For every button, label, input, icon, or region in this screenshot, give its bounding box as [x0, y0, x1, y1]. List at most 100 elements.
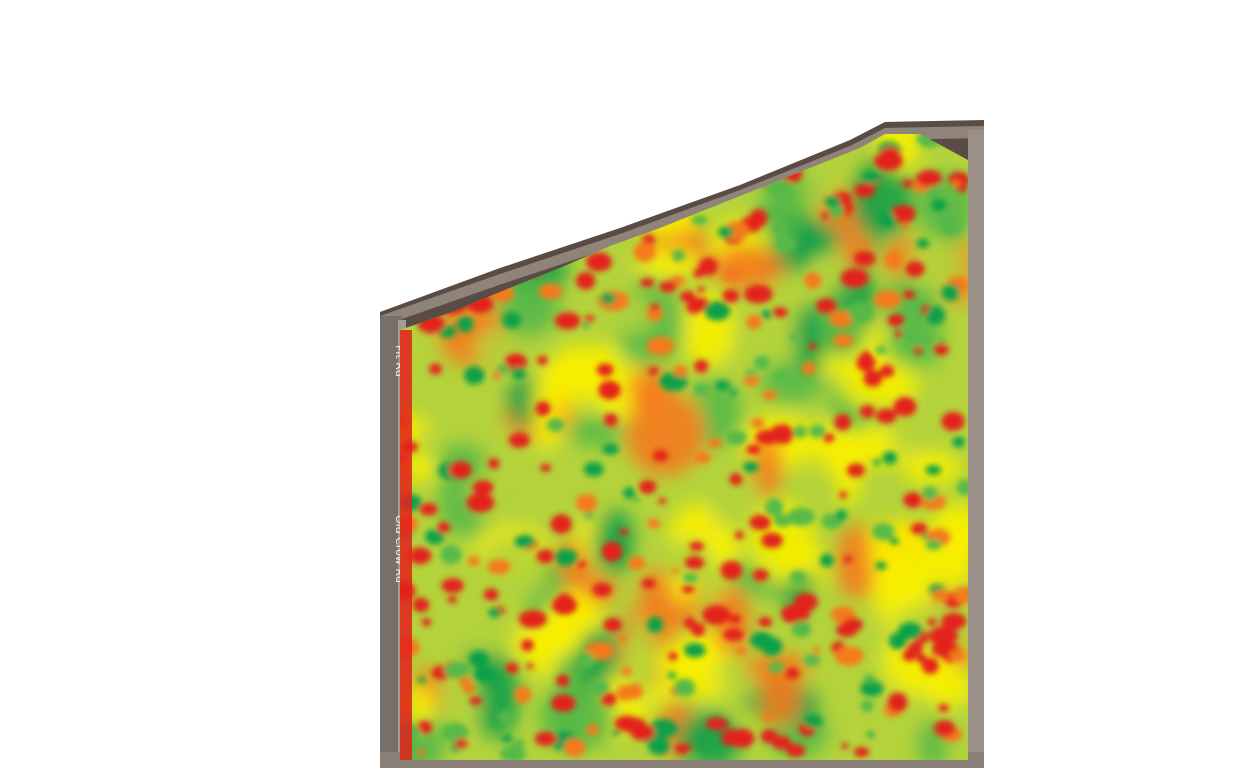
- heatmap-spot: [952, 586, 968, 604]
- heatmap-spot: [722, 268, 743, 282]
- heatmap-spot: [464, 366, 485, 385]
- heatmap-zone: [433, 409, 493, 440]
- heatmap-spot: [815, 298, 837, 314]
- heatmap-spot: [746, 314, 762, 330]
- heatmap-spot: [623, 487, 636, 499]
- heatmap-spot: [759, 149, 782, 168]
- heatmap-spot: [791, 620, 812, 638]
- heatmap-spot: [697, 135, 706, 143]
- heatmap-spot: [843, 617, 863, 633]
- heatmap-spot: [602, 443, 619, 455]
- east-road: [968, 130, 984, 768]
- heatmap-spot: [689, 541, 704, 552]
- heatmap-spot: [761, 309, 773, 320]
- heatmap-spot: [860, 680, 884, 697]
- heatmap-spot: [488, 458, 500, 469]
- heatmap-spot: [659, 281, 677, 293]
- heatmap-spot: [563, 738, 586, 757]
- heatmap-spot: [879, 364, 895, 378]
- heatmap-spot: [638, 480, 657, 494]
- heatmap-spot: [901, 179, 915, 188]
- heatmap-spot: [708, 172, 719, 181]
- heatmap-spot: [823, 433, 835, 443]
- heatmap-spot: [762, 390, 778, 400]
- heatmap-spot: [640, 279, 650, 287]
- heatmap-zone: [400, 202, 464, 261]
- heatmap-spot: [514, 686, 532, 704]
- heatmap-spot: [899, 327, 915, 340]
- heatmap-zone: [500, 212, 531, 268]
- heatmap-spot: [619, 528, 629, 536]
- heatmap-spot: [697, 286, 705, 293]
- heatmap-spot: [801, 362, 816, 375]
- heatmap-spot: [903, 290, 915, 299]
- heatmap-spot: [668, 652, 678, 661]
- heatmap-spot: [938, 704, 949, 712]
- heatmap-spot: [412, 597, 430, 613]
- heatmap-spot: [706, 717, 727, 731]
- heatmap-spot: [698, 257, 718, 276]
- heatmap-spot: [734, 162, 757, 182]
- heatmap-spot: [493, 178, 510, 190]
- heatmap-spot: [616, 685, 634, 701]
- heatmap-spot: [956, 479, 968, 496]
- heatmap-spot: [456, 316, 474, 333]
- heatmap-spot: [931, 642, 949, 657]
- heatmap-spot: [848, 302, 874, 323]
- heatmap-spot: [887, 313, 905, 327]
- heatmap-spot: [693, 383, 709, 396]
- heatmap-spot: [952, 436, 965, 448]
- heatmap-spot: [746, 444, 761, 455]
- heatmap-spot: [808, 342, 817, 350]
- heatmap-spot: [735, 647, 748, 655]
- heatmap-spot: [511, 366, 526, 380]
- heatmap-spot: [752, 569, 769, 582]
- heatmap-spot: [675, 743, 692, 754]
- heatmap-spot: [743, 461, 759, 473]
- heatmap-spot: [576, 272, 596, 290]
- heatmap-spot: [419, 503, 438, 516]
- heatmap-spot: [514, 535, 536, 549]
- heatmap-zone: [495, 178, 566, 223]
- heatmap-spot: [750, 152, 760, 161]
- heatmap-spot: [673, 365, 689, 377]
- heatmap-spot: [454, 738, 468, 749]
- heatmap-spot: [694, 451, 711, 464]
- heatmap-spot: [430, 193, 451, 208]
- heatmap-spot: [786, 507, 816, 526]
- heatmap-spot: [554, 312, 581, 330]
- heatmap-spot: [912, 337, 925, 347]
- heatmap-spot: [876, 408, 897, 424]
- heatmap-spot: [916, 169, 942, 187]
- heatmap-spot: [726, 430, 747, 446]
- heatmap-spot: [749, 514, 772, 531]
- heatmap-spot: [672, 173, 697, 189]
- heatmap-spot: [729, 473, 743, 486]
- heatmap-spot: [792, 425, 808, 439]
- heatmap-spot: [584, 315, 595, 323]
- heatmap-zone: [481, 448, 558, 480]
- heatmap-spot: [839, 491, 848, 499]
- heatmap-spot: [887, 692, 908, 713]
- heatmap-spot: [926, 618, 937, 626]
- heatmap-spot: [780, 604, 810, 624]
- heatmap-spot: [744, 284, 773, 304]
- heatmap-spot: [578, 652, 595, 669]
- heatmap-spot: [465, 141, 491, 159]
- heatmap-spot: [540, 464, 552, 472]
- heatmap-spot: [499, 744, 526, 760]
- heatmap-zone: [511, 199, 575, 228]
- heatmap-spot: [491, 140, 521, 160]
- heatmap-zone: [408, 156, 467, 211]
- heatmap-spot: [889, 537, 900, 545]
- west-road: [380, 316, 402, 768]
- heatmap-spot: [400, 263, 411, 278]
- heatmap-spot: [554, 169, 563, 176]
- heatmap-spot: [468, 650, 490, 668]
- heatmap-spot: [488, 607, 502, 618]
- heatmap-spot: [720, 720, 730, 728]
- heatmap-spot: [680, 290, 696, 303]
- field-heatmap[interactable]: [363, 103, 998, 768]
- heatmap-spot: [504, 353, 527, 372]
